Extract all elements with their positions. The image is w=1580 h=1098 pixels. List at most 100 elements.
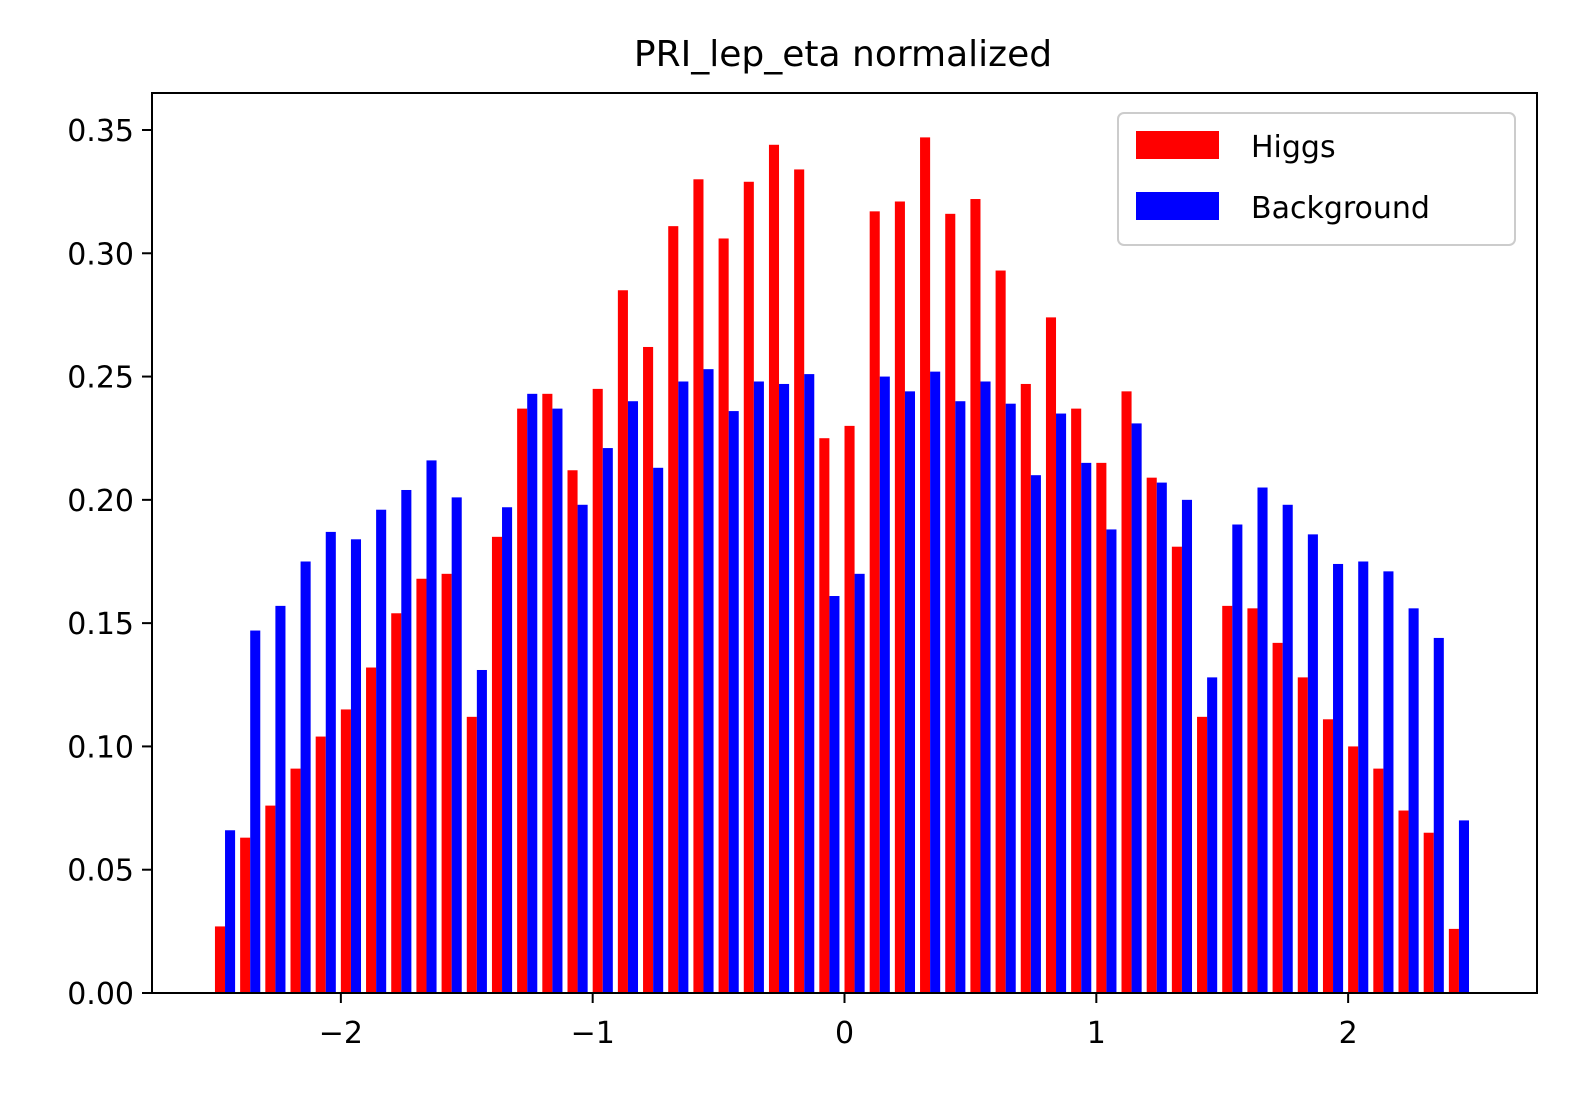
bar-background-36: [1131, 423, 1142, 993]
bar-higgs-32: [1020, 383, 1031, 994]
bar-background-15: [602, 448, 613, 993]
bar-higgs-7: [391, 613, 402, 993]
bar-background-7: [401, 489, 412, 993]
bar-background-49: [1458, 820, 1470, 993]
bar-background-34: [1081, 462, 1092, 993]
bar-background-4: [325, 531, 336, 993]
bar-background-20: [728, 411, 739, 994]
bar-higgs-12: [517, 408, 528, 993]
bar-higgs-0: [214, 926, 226, 993]
bar-background-12: [527, 393, 538, 994]
bar-background-3: [300, 561, 311, 993]
bar-background-6: [376, 509, 387, 993]
bar-higgs-34: [1071, 408, 1082, 993]
bars-layer: [214, 137, 1470, 994]
bar-higgs-29: [945, 213, 956, 994]
bar-higgs-42: [1272, 642, 1283, 993]
bar-higgs-28: [920, 137, 931, 994]
x-tick-label: 1: [1087, 1016, 1106, 1051]
bar-higgs-33: [1045, 317, 1057, 994]
bar-higgs-41: [1247, 608, 1258, 993]
bar-background-39: [1207, 677, 1218, 993]
y-tick-label: 0.00: [67, 977, 134, 1012]
bar-background-11: [502, 507, 513, 993]
y-tick-label: 0.05: [67, 854, 134, 889]
bar-higgs-15: [592, 388, 603, 994]
bar-background-5: [350, 539, 362, 993]
bar-higgs-8: [416, 578, 427, 993]
bar-higgs-43: [1297, 677, 1308, 993]
bar-background-37: [1156, 482, 1167, 993]
bar-background-14: [577, 504, 588, 993]
bar-background-13: [552, 408, 563, 993]
bar-higgs-20: [718, 238, 729, 994]
bar-higgs-38: [1171, 546, 1182, 993]
x-tick-label: 0: [835, 1016, 854, 1051]
bar-higgs-11: [491, 536, 503, 993]
y-tick-label: 0.15: [67, 607, 134, 642]
bar-higgs-39: [1197, 716, 1208, 993]
bar-background-25: [854, 573, 865, 993]
bar-background-42: [1282, 504, 1293, 993]
bar-higgs-4: [315, 736, 326, 993]
bar-higgs-30: [970, 199, 981, 993]
bar-background-38: [1181, 499, 1193, 993]
bar-higgs-1: [240, 837, 251, 993]
bar-background-1: [250, 630, 261, 993]
y-tick-label: 0.35: [67, 114, 134, 149]
bar-higgs-47: [1398, 810, 1409, 993]
bar-background-19: [703, 369, 714, 993]
bar-higgs-25: [844, 425, 855, 993]
bar-higgs-44: [1322, 719, 1334, 993]
bar-higgs-23: [794, 169, 805, 993]
bar-higgs-17: [643, 346, 654, 993]
chart-title: PRI_lep_eta normalized: [634, 34, 1052, 75]
bar-background-48: [1433, 637, 1444, 993]
legend-label-higgs: Higgs: [1251, 130, 1336, 165]
bar-background-9: [451, 497, 462, 993]
bar-higgs-13: [542, 393, 553, 994]
bar-higgs-9: [441, 573, 452, 993]
legend: Higgs Background: [1117, 112, 1516, 246]
bar-background-31: [1005, 403, 1016, 993]
x-tick-label: −2: [319, 1016, 363, 1051]
legend-swatch-higgs: [1136, 131, 1219, 159]
bar-background-43: [1307, 534, 1318, 993]
bar-higgs-16: [617, 290, 628, 994]
bar-background-35: [1106, 529, 1117, 993]
bar-background-28: [930, 371, 941, 993]
bar-background-22: [779, 383, 790, 994]
bar-background-46: [1383, 571, 1394, 993]
y-tick-label: 0.10: [67, 730, 134, 765]
bar-background-10: [476, 669, 487, 993]
bar-background-26: [879, 376, 890, 993]
y-axis: 0.00 0.05 0.10 0.15 0.20 0.25 0.30 0.35: [67, 114, 152, 1012]
y-tick-label: 0.25: [67, 361, 134, 396]
bar-higgs-6: [366, 667, 377, 993]
x-tick-label: 2: [1339, 1016, 1358, 1051]
bar-higgs-10: [466, 716, 477, 993]
x-axis: −2 −1 0 1 2: [319, 993, 1358, 1051]
bar-higgs-37: [1146, 477, 1157, 993]
bar-background-23: [804, 374, 815, 993]
bar-higgs-19: [693, 179, 704, 993]
bar-background-27: [904, 391, 916, 993]
bar-higgs-35: [1096, 462, 1107, 993]
bar-background-17: [653, 467, 664, 993]
bar-higgs-40: [1222, 605, 1233, 993]
bar-background-47: [1408, 608, 1419, 993]
bar-higgs-22: [768, 144, 780, 993]
y-tick-label: 0.30: [67, 237, 134, 272]
bar-background-0: [225, 830, 236, 993]
bar-background-45: [1358, 561, 1369, 993]
bar-background-21: [753, 381, 764, 993]
legend-swatch-background: [1136, 192, 1219, 220]
bar-higgs-2: [265, 805, 276, 993]
x-tick-label: −1: [571, 1016, 615, 1051]
bar-higgs-18: [668, 226, 679, 993]
bar-higgs-14: [567, 470, 578, 994]
bar-higgs-5: [340, 709, 351, 993]
bar-higgs-27: [894, 201, 905, 993]
bar-background-33: [1056, 413, 1067, 993]
